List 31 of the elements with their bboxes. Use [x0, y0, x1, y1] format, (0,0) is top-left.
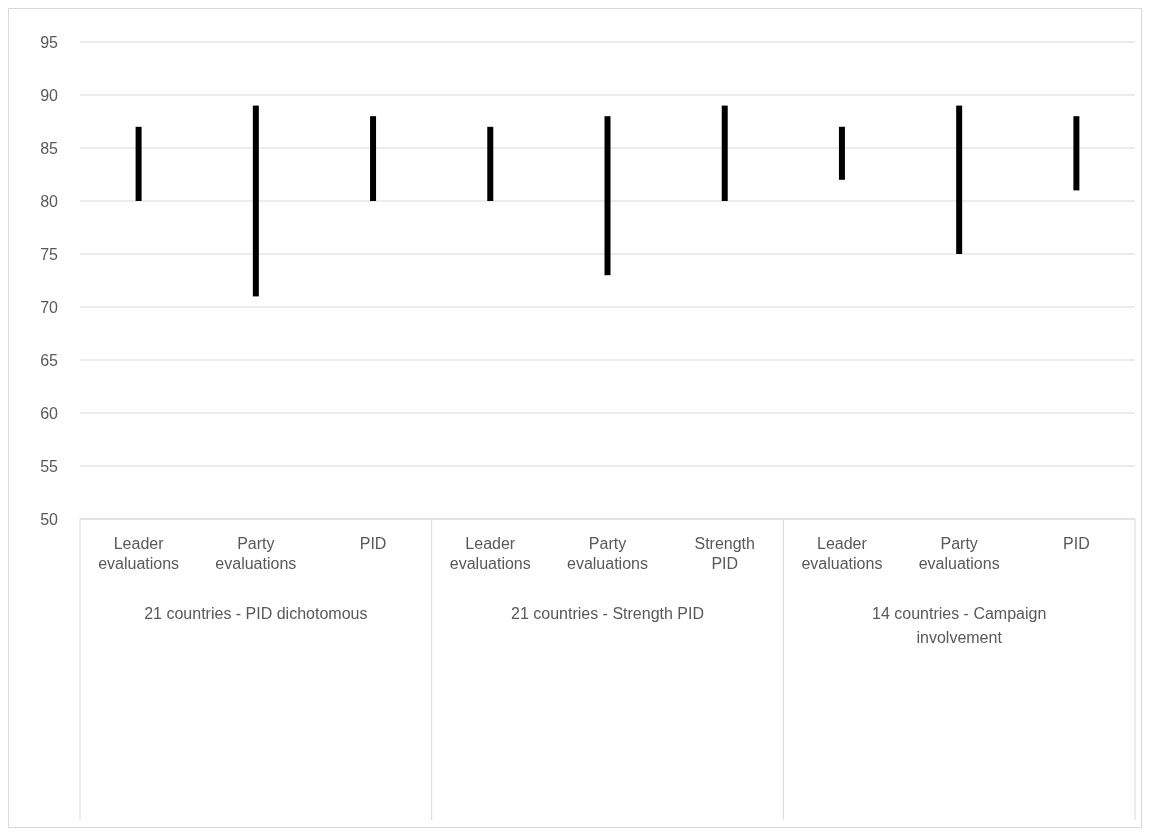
y-tick-label: 55 [40, 457, 59, 475]
y-tick-label: 50 [40, 510, 59, 528]
y-tick-label: 80 [40, 192, 59, 210]
x-tick-label: Strength PID [694, 535, 755, 572]
x-tick-label: Party evaluations [567, 535, 648, 572]
bar [838, 126, 845, 180]
x-tick-label: Party evaluations [215, 535, 297, 572]
bar [721, 105, 728, 201]
x-tick-label: Leader evaluations [98, 535, 180, 572]
bar [487, 126, 494, 201]
y-tick-label: 75 [40, 245, 59, 263]
x-tick-label: PID [359, 535, 387, 552]
bar [956, 105, 963, 254]
text: 21 countries - PID dichotomous [144, 605, 368, 622]
bar [135, 126, 142, 201]
bar [604, 116, 611, 276]
text: 14 countries - Campaign involvement [872, 605, 1047, 646]
x-tick-label: Leader evaluations [449, 535, 531, 572]
bar [252, 105, 259, 297]
text: 21 countries - Strength PID [511, 605, 704, 622]
y-tick-label: 70 [40, 298, 59, 316]
x-tick-label: Party evaluations [918, 535, 1000, 572]
bar [370, 116, 377, 201]
y-tick-label: 60 [40, 404, 59, 422]
y-tick-label: 65 [40, 351, 59, 369]
y-tick-label: 85 [40, 139, 59, 157]
x-tick-label: PID [1063, 535, 1090, 552]
y-tick-label: 90 [40, 86, 59, 104]
y-tick-label: 95 [40, 33, 59, 51]
x-tick-label: Leader evaluations [801, 535, 883, 572]
bar [1073, 116, 1080, 191]
